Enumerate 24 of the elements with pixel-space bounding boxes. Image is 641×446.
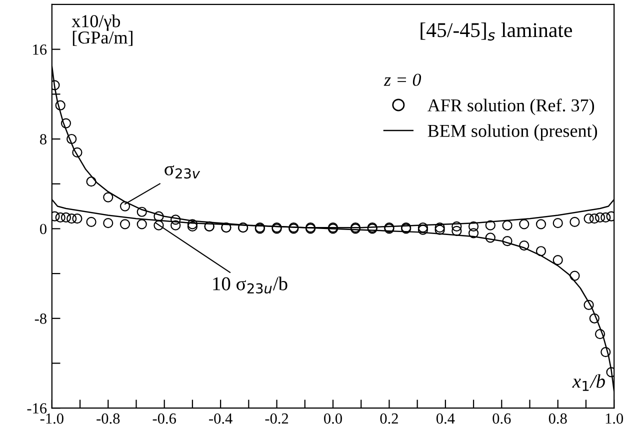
annotation: 10 σ$_{23u}$/b: [213, 276, 288, 294]
x-tick-label: -0.4: [209, 413, 232, 424]
x-tick-label: -0.2: [265, 413, 288, 424]
x-axis-title: x$_{1}$/b: [572, 374, 605, 391]
text: [45/-45]$_{s}$ laminate: [420, 22, 572, 41]
x-tick-label: 0.8: [548, 413, 567, 424]
y-tick-label: 8: [40, 134, 46, 144]
y-axis-title: x10/γb [GPa/m]: [72, 14, 132, 46]
x-tick-label: -0.8: [96, 413, 120, 424]
legend-label: AFR solution (Ref. 37): [428, 98, 594, 116]
x-tick-label: 1.0: [606, 413, 624, 424]
x-tick-label: 0.2: [380, 413, 398, 424]
y-tick-label: -8: [34, 314, 46, 324]
y-tick-label: 0: [40, 224, 46, 234]
x-tick-label: 0.6: [492, 413, 511, 424]
annotation: σ$_{23v}$: [164, 165, 200, 179]
y-tick-label: -16: [27, 403, 47, 414]
legend-label: BEM solution (present): [428, 124, 598, 141]
x-tick-label: -1.0: [40, 413, 64, 424]
x-tick-label: 0.0: [324, 413, 342, 424]
legend-title: z = 0: [384, 74, 422, 86]
x-tick-label: -0.6: [152, 413, 176, 424]
y-tick-label: 16: [33, 44, 47, 55]
x-tick-label: 0.4: [436, 413, 455, 424]
